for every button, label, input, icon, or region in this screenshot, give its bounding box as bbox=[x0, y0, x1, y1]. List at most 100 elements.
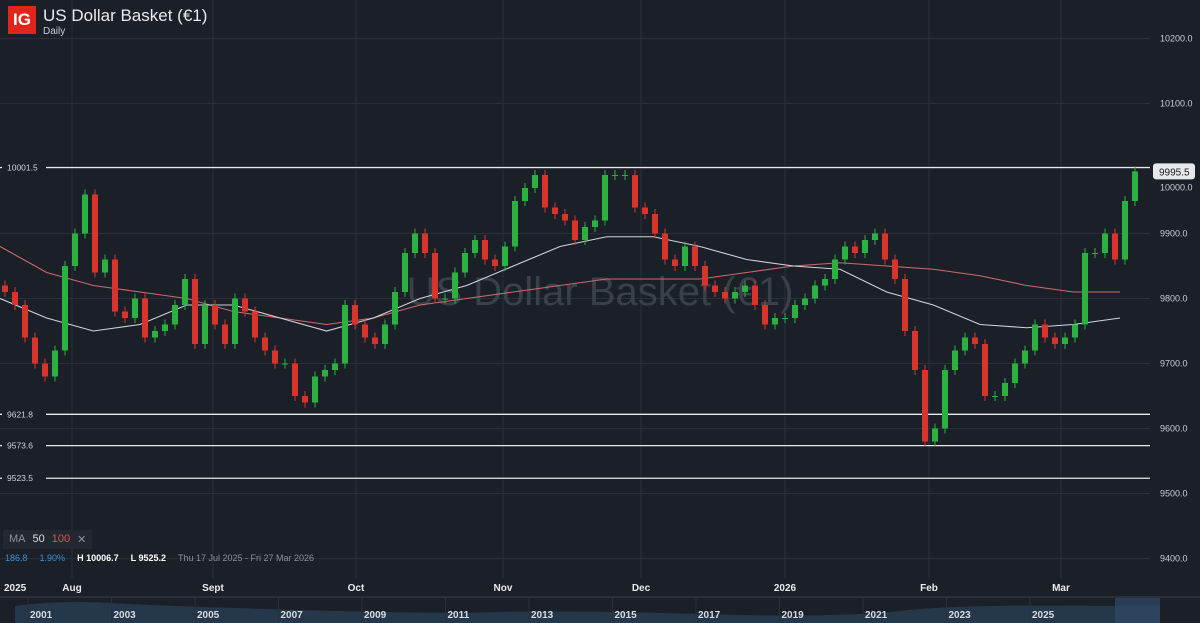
navigator-year-label: 2013 bbox=[531, 610, 554, 621]
x-tick-label: Mar bbox=[1052, 583, 1070, 594]
candle bbox=[632, 175, 638, 208]
candle bbox=[872, 233, 878, 240]
navigator-year-label: 2003 bbox=[114, 610, 137, 621]
navigator-year-label: 2025 bbox=[1032, 610, 1055, 621]
candle bbox=[802, 298, 808, 305]
x-tick-label: Sept bbox=[202, 583, 224, 594]
navigator-year-label: 2019 bbox=[782, 610, 805, 621]
level-label-bg bbox=[2, 160, 46, 174]
y-tick-label: 10000.0 bbox=[1160, 182, 1193, 192]
level-label: 9523.5 bbox=[7, 473, 33, 483]
ma100-period: 100 bbox=[51, 533, 71, 545]
candle bbox=[992, 396, 998, 397]
candle bbox=[392, 292, 398, 325]
navigator-year-label: 2001 bbox=[30, 610, 53, 621]
y-tick-label: 9400.0 bbox=[1160, 554, 1188, 564]
candle bbox=[1072, 324, 1078, 338]
candle bbox=[612, 175, 618, 176]
candle bbox=[722, 292, 728, 299]
candle bbox=[972, 337, 978, 344]
candle bbox=[102, 259, 108, 273]
last-price-badge bbox=[1153, 163, 1195, 180]
candle bbox=[1052, 337, 1058, 344]
candle bbox=[262, 337, 268, 351]
candle bbox=[1062, 337, 1068, 344]
candle bbox=[152, 331, 158, 338]
candle bbox=[402, 253, 408, 292]
instrument-title: US Dollar Basket (€1) bbox=[43, 6, 208, 25]
candle bbox=[582, 227, 588, 240]
candle bbox=[732, 292, 738, 299]
navigator-year-label: 2011 bbox=[448, 610, 470, 621]
candle bbox=[222, 324, 228, 344]
x-tick-label: 2026 bbox=[774, 583, 797, 594]
candle bbox=[922, 370, 928, 442]
y-tick-label: 10200.0 bbox=[1160, 34, 1193, 44]
candle bbox=[22, 305, 28, 338]
candle bbox=[362, 324, 368, 338]
candle bbox=[442, 298, 448, 300]
candle bbox=[982, 344, 988, 396]
candle bbox=[812, 285, 818, 299]
candle bbox=[592, 220, 598, 227]
y-tick-label: 10100.0 bbox=[1160, 99, 1193, 109]
candle bbox=[842, 246, 848, 260]
candle bbox=[1012, 363, 1018, 383]
candle bbox=[932, 428, 938, 442]
candle bbox=[382, 324, 388, 344]
candle bbox=[662, 233, 668, 260]
candle bbox=[1092, 253, 1098, 254]
candle bbox=[882, 233, 888, 260]
watermark: US Dollar Basket (€1) bbox=[407, 270, 794, 314]
candle bbox=[542, 175, 548, 208]
candle bbox=[1032, 324, 1038, 351]
candle bbox=[202, 305, 208, 344]
candle bbox=[682, 246, 688, 266]
x-tick-label: Feb bbox=[920, 583, 938, 594]
candle bbox=[322, 370, 328, 377]
level-label: 9573.6 bbox=[7, 441, 33, 451]
candle bbox=[652, 214, 658, 234]
candle bbox=[182, 279, 188, 305]
navigator-year-label: 2017 bbox=[698, 610, 721, 621]
candle bbox=[52, 350, 58, 377]
candle bbox=[12, 292, 18, 305]
candle bbox=[142, 298, 148, 338]
y-tick-label: 9800.0 bbox=[1160, 294, 1188, 304]
candle bbox=[512, 201, 518, 247]
candle bbox=[862, 240, 868, 253]
navigator-year-label: 2015 bbox=[615, 610, 638, 621]
candle bbox=[312, 376, 318, 403]
candle bbox=[792, 305, 798, 318]
candle bbox=[952, 350, 958, 370]
candle bbox=[432, 253, 438, 299]
candle bbox=[892, 259, 898, 279]
candle bbox=[1112, 233, 1118, 260]
low-value: L 9525.2 bbox=[130, 553, 166, 563]
interval-label: Daily bbox=[43, 26, 66, 37]
close-icon[interactable]: ✕ bbox=[77, 534, 87, 546]
y-tick-label: 9500.0 bbox=[1160, 489, 1188, 499]
candle bbox=[342, 305, 348, 364]
x-tick-label: Oct bbox=[348, 583, 365, 594]
ma50-period: 50 bbox=[32, 533, 45, 545]
candle bbox=[712, 285, 718, 292]
candle bbox=[192, 279, 198, 344]
candle bbox=[1082, 253, 1088, 325]
candle bbox=[472, 240, 478, 253]
candle bbox=[672, 259, 678, 266]
navigator-year-label: 2023 bbox=[949, 610, 972, 621]
chart-header: IG US Dollar Basket (€1) Daily bbox=[8, 6, 207, 37]
candle bbox=[412, 233, 418, 253]
navigator-year-label: 2007 bbox=[281, 610, 304, 621]
candle bbox=[902, 279, 908, 331]
candle bbox=[452, 272, 458, 299]
candle bbox=[352, 305, 358, 325]
candle bbox=[602, 175, 608, 221]
candle bbox=[422, 233, 428, 253]
candle bbox=[212, 305, 218, 325]
candle bbox=[1102, 233, 1108, 253]
ma-indicator-legend[interactable]: MA 50 100 ✕ bbox=[3, 530, 93, 549]
candle bbox=[82, 194, 88, 234]
